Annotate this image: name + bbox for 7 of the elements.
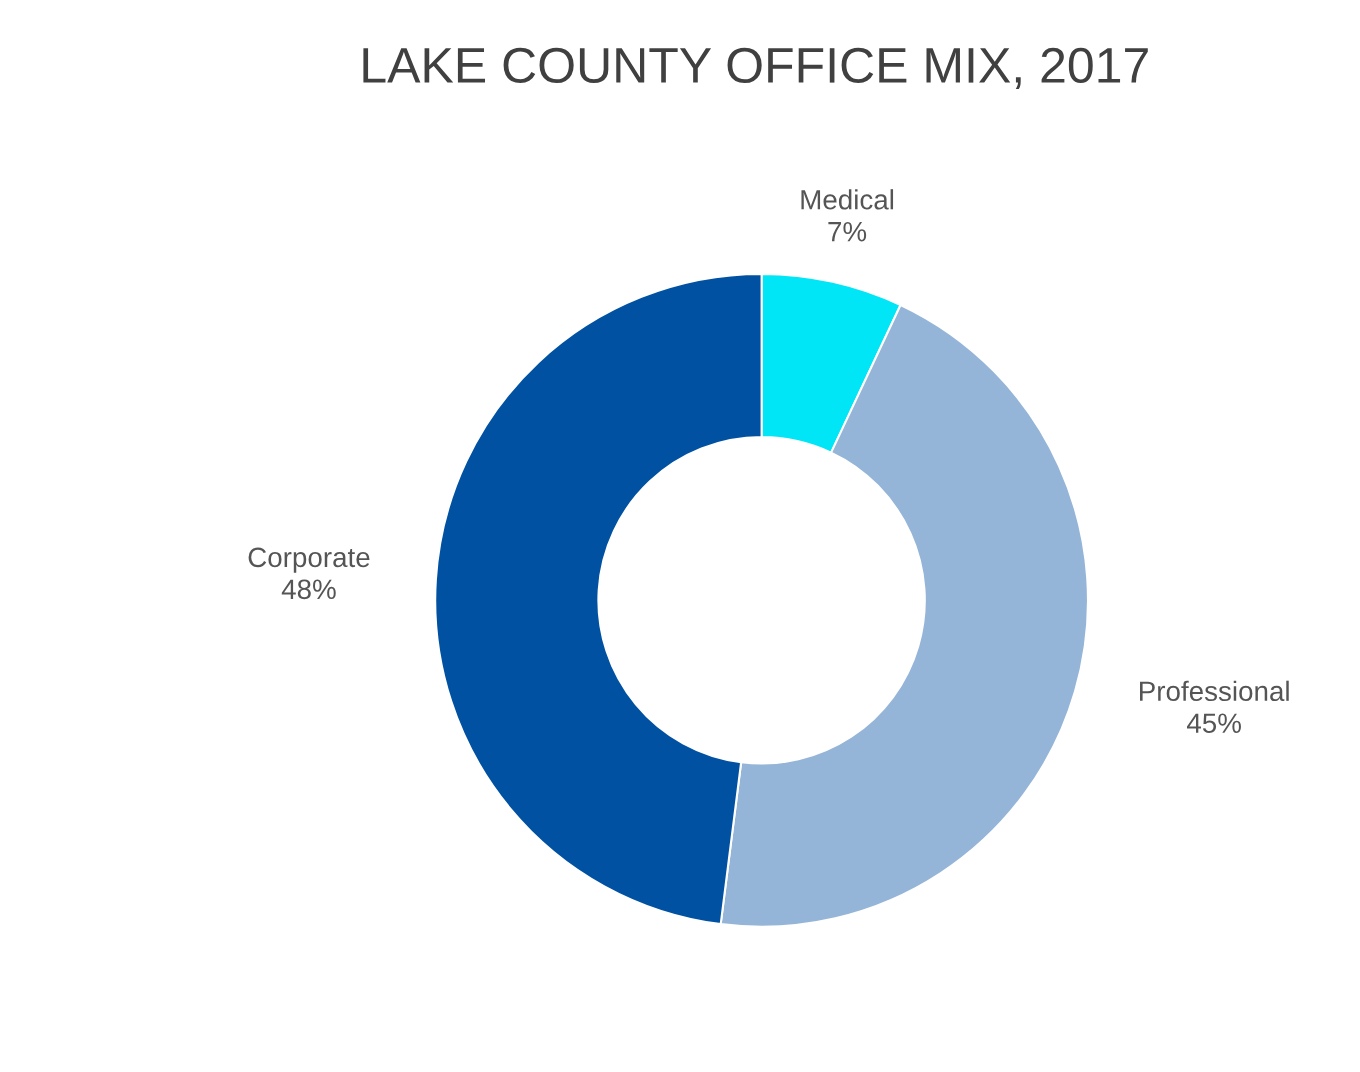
slice-label: Professional [1140,680,1289,702]
data-label: 48% [281,579,336,600]
data-label: 7% [828,221,867,242]
slice-label: Corporate [248,547,370,573]
slice-label: Medical [801,189,894,210]
data-label: 45% [1186,713,1241,734]
chart-title: LAKE COUNTY OFFICE MIX, 2017 [363,47,1148,90]
